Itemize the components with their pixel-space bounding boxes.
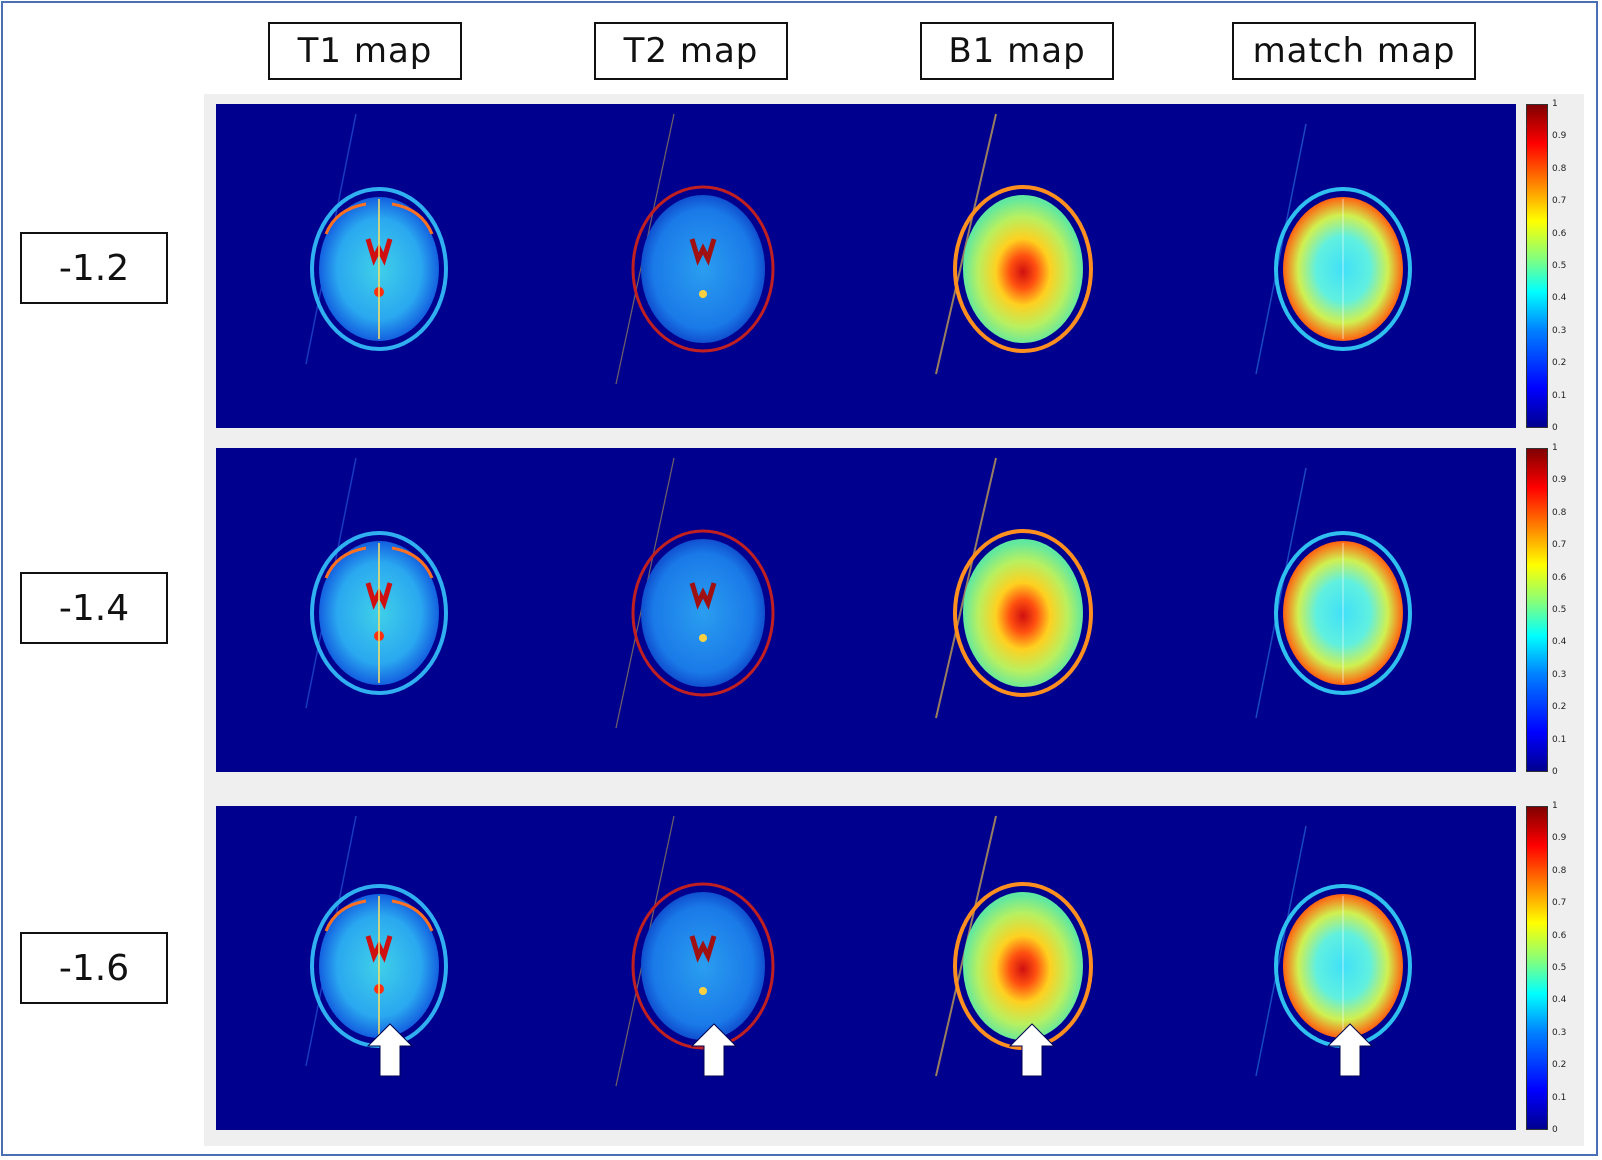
colorbar-tick-label: 0.9 — [1552, 131, 1567, 142]
t1-brain-image — [305, 457, 448, 709]
colorbar-tick-label: 0.3 — [1552, 1027, 1567, 1038]
colorbar-tick-label: 0.7 — [1552, 196, 1567, 207]
colorbar-tick-label: 0 — [1552, 767, 1558, 777]
row-label-1: -1.2 — [20, 232, 168, 304]
column-label-match-map: match map — [1232, 22, 1476, 80]
colorbar-tick-label: 0.2 — [1552, 1060, 1567, 1071]
colorbar-tick-label: 0.9 — [1552, 475, 1567, 486]
colorbar-tick-label: 0.5 — [1552, 963, 1567, 973]
colorbar-ticks-3: 0 0.1 0.2 0.3 0.4 0.5 0.6 0.7 0.8 0.9 1 — [1552, 801, 1576, 1135]
colorbar-tick-label: 0.3 — [1552, 669, 1567, 680]
map-row-2 — [216, 448, 1516, 772]
colorbar-tick-label: 0.8 — [1552, 865, 1567, 876]
match-brain-image — [1255, 123, 1412, 375]
colorbar-tick-label: 0.5 — [1552, 605, 1567, 615]
column-label-t1-map: T1 map — [268, 22, 462, 80]
colorbar-tick-label: 0.8 — [1552, 507, 1567, 518]
up-arrow-icon — [1008, 1023, 1056, 1077]
b1-brain-image — [935, 815, 1093, 1077]
colorbar-tick-label: 0.6 — [1552, 572, 1567, 583]
column-label-t2-map: T2 map — [594, 22, 788, 80]
colorbar-tick-label: 1 — [1552, 443, 1558, 453]
colorbar-tick-label: 0.9 — [1552, 833, 1567, 844]
up-arrow-icon — [366, 1023, 414, 1077]
match-brain-image — [1255, 467, 1412, 719]
row-label-3: -1.6 — [20, 932, 168, 1004]
t1-brain-image — [305, 113, 448, 365]
colorbar-tick-label: 0.2 — [1552, 702, 1567, 713]
up-arrow-icon — [1326, 1023, 1374, 1077]
row-label-2: -1.4 — [20, 572, 168, 644]
map-row-3 — [216, 806, 1516, 1130]
colorbar-tick-label: 0.2 — [1552, 358, 1567, 369]
colorbar-tick-label: 0.6 — [1552, 930, 1567, 941]
colorbar-tick-label: 0.7 — [1552, 898, 1567, 909]
colorbar-tick-label: 0.7 — [1552, 540, 1567, 551]
t2-brain-image — [615, 457, 775, 729]
colorbar-tick-label: 1 — [1552, 99, 1558, 109]
colorbar-tick-label: 0.4 — [1552, 293, 1567, 304]
colorbar-ticks-2: 0 0.1 0.2 0.3 0.4 0.5 0.6 0.7 0.8 0.9 1 — [1552, 443, 1576, 777]
colorbar-tick-label: 0.8 — [1552, 163, 1567, 174]
colorbar-tick-label: 0.1 — [1552, 734, 1567, 745]
t1-brain-image — [305, 815, 448, 1067]
colorbar-tick-label: 0.4 — [1552, 637, 1567, 648]
colorbar-tick-label: 0.5 — [1552, 261, 1567, 271]
colorbar-ticks-1: 0 0.1 0.2 0.3 0.4 0.5 0.6 0.7 0.8 0.9 1 — [1552, 99, 1576, 433]
colorbar-2 — [1526, 448, 1548, 772]
colorbar-tick-label: 0 — [1552, 1125, 1558, 1135]
colorbar-tick-label: 1 — [1552, 801, 1558, 811]
colorbar-tick-label: 0.6 — [1552, 228, 1567, 239]
colorbar-3 — [1526, 806, 1548, 1130]
b1-brain-image — [935, 457, 1093, 719]
t2-brain-image — [615, 113, 775, 385]
colorbar-tick-label: 0.3 — [1552, 325, 1567, 336]
colorbar-1 — [1526, 104, 1548, 428]
match-brain-image — [1255, 825, 1412, 1077]
colorbar-tick-label: 0.1 — [1552, 390, 1567, 401]
column-label-b1-map: B1 map — [920, 22, 1114, 80]
colorbar-tick-label: 0.4 — [1552, 995, 1567, 1006]
up-arrow-icon — [690, 1023, 738, 1077]
b1-brain-image — [935, 113, 1093, 375]
t2-brain-image — [615, 815, 775, 1087]
colorbar-tick-label: 0.1 — [1552, 1092, 1567, 1103]
colorbar-tick-label: 0 — [1552, 423, 1558, 433]
map-row-1 — [216, 104, 1516, 428]
